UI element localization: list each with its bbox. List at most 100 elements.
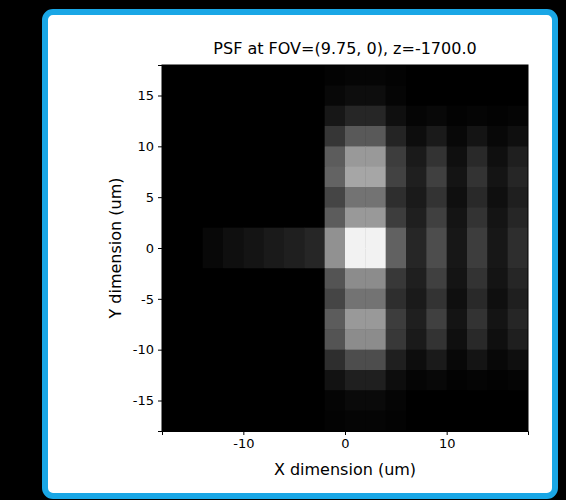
heatmap-cell <box>243 207 264 228</box>
heatmap-cell <box>325 187 346 208</box>
heatmap-cell <box>284 167 305 188</box>
heatmap-cell <box>365 309 386 330</box>
heatmap-cell <box>325 126 346 147</box>
heatmap-cell <box>264 370 285 391</box>
heatmap-cell <box>365 187 386 208</box>
heatmap-cell <box>162 329 183 350</box>
heatmap-cell <box>243 167 264 188</box>
heatmap-cell <box>487 146 508 167</box>
x-axis-line <box>163 432 529 436</box>
heatmap-cell <box>284 248 305 269</box>
heatmap-cell <box>406 207 427 228</box>
heatmap-cell <box>304 85 325 106</box>
heatmap-cell <box>508 228 528 249</box>
heatmap-cell <box>304 126 325 147</box>
heatmap-cell <box>447 411 468 431</box>
heatmap-cell <box>182 146 203 167</box>
heatmap-cell <box>162 85 183 106</box>
heatmap-cell <box>264 85 285 106</box>
heatmap-cell <box>365 289 386 310</box>
heatmap-cell <box>386 248 407 269</box>
heatmap-cell <box>325 65 346 86</box>
heatmap-cell <box>406 370 427 391</box>
heatmap-cell <box>345 268 366 289</box>
y-tick: -5 <box>141 291 162 306</box>
heatmap-cell <box>386 350 407 371</box>
y-tick-label: -10 <box>133 342 154 357</box>
heatmap-cell <box>284 85 305 106</box>
heatmap-cell <box>264 248 285 269</box>
heatmap-cell <box>223 207 244 228</box>
heatmap-cell <box>203 85 224 106</box>
heatmap-cell <box>487 390 508 411</box>
y-tick-mark <box>158 197 162 198</box>
heatmap-cell <box>508 268 528 289</box>
heatmap-cell <box>386 329 407 350</box>
heatmap-cell <box>243 126 264 147</box>
heatmap-cell <box>264 228 285 249</box>
heatmap-cell <box>406 228 427 249</box>
heatmap-cell <box>345 228 366 249</box>
heatmap-cell <box>365 146 386 167</box>
heatmap-cell <box>182 65 203 86</box>
heatmap-cell <box>223 390 244 411</box>
heatmap-cell <box>487 268 508 289</box>
heatmap-cell <box>223 126 244 147</box>
heatmap-cell <box>325 207 346 228</box>
heatmap-cell <box>426 106 447 127</box>
heatmap-cell <box>264 126 285 147</box>
heatmap-cell <box>182 309 203 330</box>
heatmap-cell <box>203 207 224 228</box>
heatmap-cell <box>345 126 366 147</box>
heatmap-cell <box>426 411 447 431</box>
heatmap-cell <box>365 207 386 228</box>
heatmap-cell <box>182 329 203 350</box>
heatmap-cell <box>467 411 488 431</box>
heatmap-cell <box>406 390 427 411</box>
heatmap-cell <box>243 85 264 106</box>
heatmap-cell <box>284 350 305 371</box>
heatmap-cell <box>345 65 366 86</box>
heatmap-cell <box>182 207 203 228</box>
heatmap-cell <box>203 126 224 147</box>
heatmap-cell <box>325 106 346 127</box>
heatmap-cell <box>447 248 468 269</box>
heatmap-cell <box>406 248 427 269</box>
heatmap-cell <box>325 228 346 249</box>
heatmap-cell <box>487 289 508 310</box>
heatmap-cell <box>447 309 468 330</box>
heatmap-cell <box>487 370 508 391</box>
heatmap-cell <box>304 268 325 289</box>
heatmap-cell <box>203 248 224 269</box>
heatmap-cell <box>162 106 183 127</box>
heatmap-cell <box>487 248 508 269</box>
heatmap-cell <box>386 106 407 127</box>
heatmap-cell <box>284 370 305 391</box>
heatmap-cell <box>406 309 427 330</box>
heatmap-cell <box>386 207 407 228</box>
x-axis: -10010 <box>163 431 529 451</box>
heatmap-cell <box>447 268 468 289</box>
heatmap-cell <box>243 268 264 289</box>
heatmap-cell <box>223 329 244 350</box>
heatmap-cell <box>447 228 468 249</box>
x-tick-label: 10 <box>439 436 456 451</box>
heatmap-cell <box>304 390 325 411</box>
heatmap-cell <box>325 329 346 350</box>
plot-area <box>162 65 528 431</box>
heatmap-cell <box>508 350 528 371</box>
heatmap-cell <box>508 187 528 208</box>
heatmap-cell <box>243 187 264 208</box>
heatmap-cell <box>386 309 407 330</box>
heatmap-cell <box>162 167 183 188</box>
heatmap-cell <box>406 268 427 289</box>
heatmap-cell <box>406 146 427 167</box>
heatmap-cell <box>203 411 224 431</box>
heatmap-cell <box>406 411 427 431</box>
y-tick-label: -5 <box>141 291 154 306</box>
y-axis: -15-10-5051015 <box>133 66 163 432</box>
y-tick-mark <box>158 248 162 249</box>
heatmap-cell <box>284 228 305 249</box>
heatmap-cell <box>487 65 508 86</box>
heatmap-cell <box>426 85 447 106</box>
